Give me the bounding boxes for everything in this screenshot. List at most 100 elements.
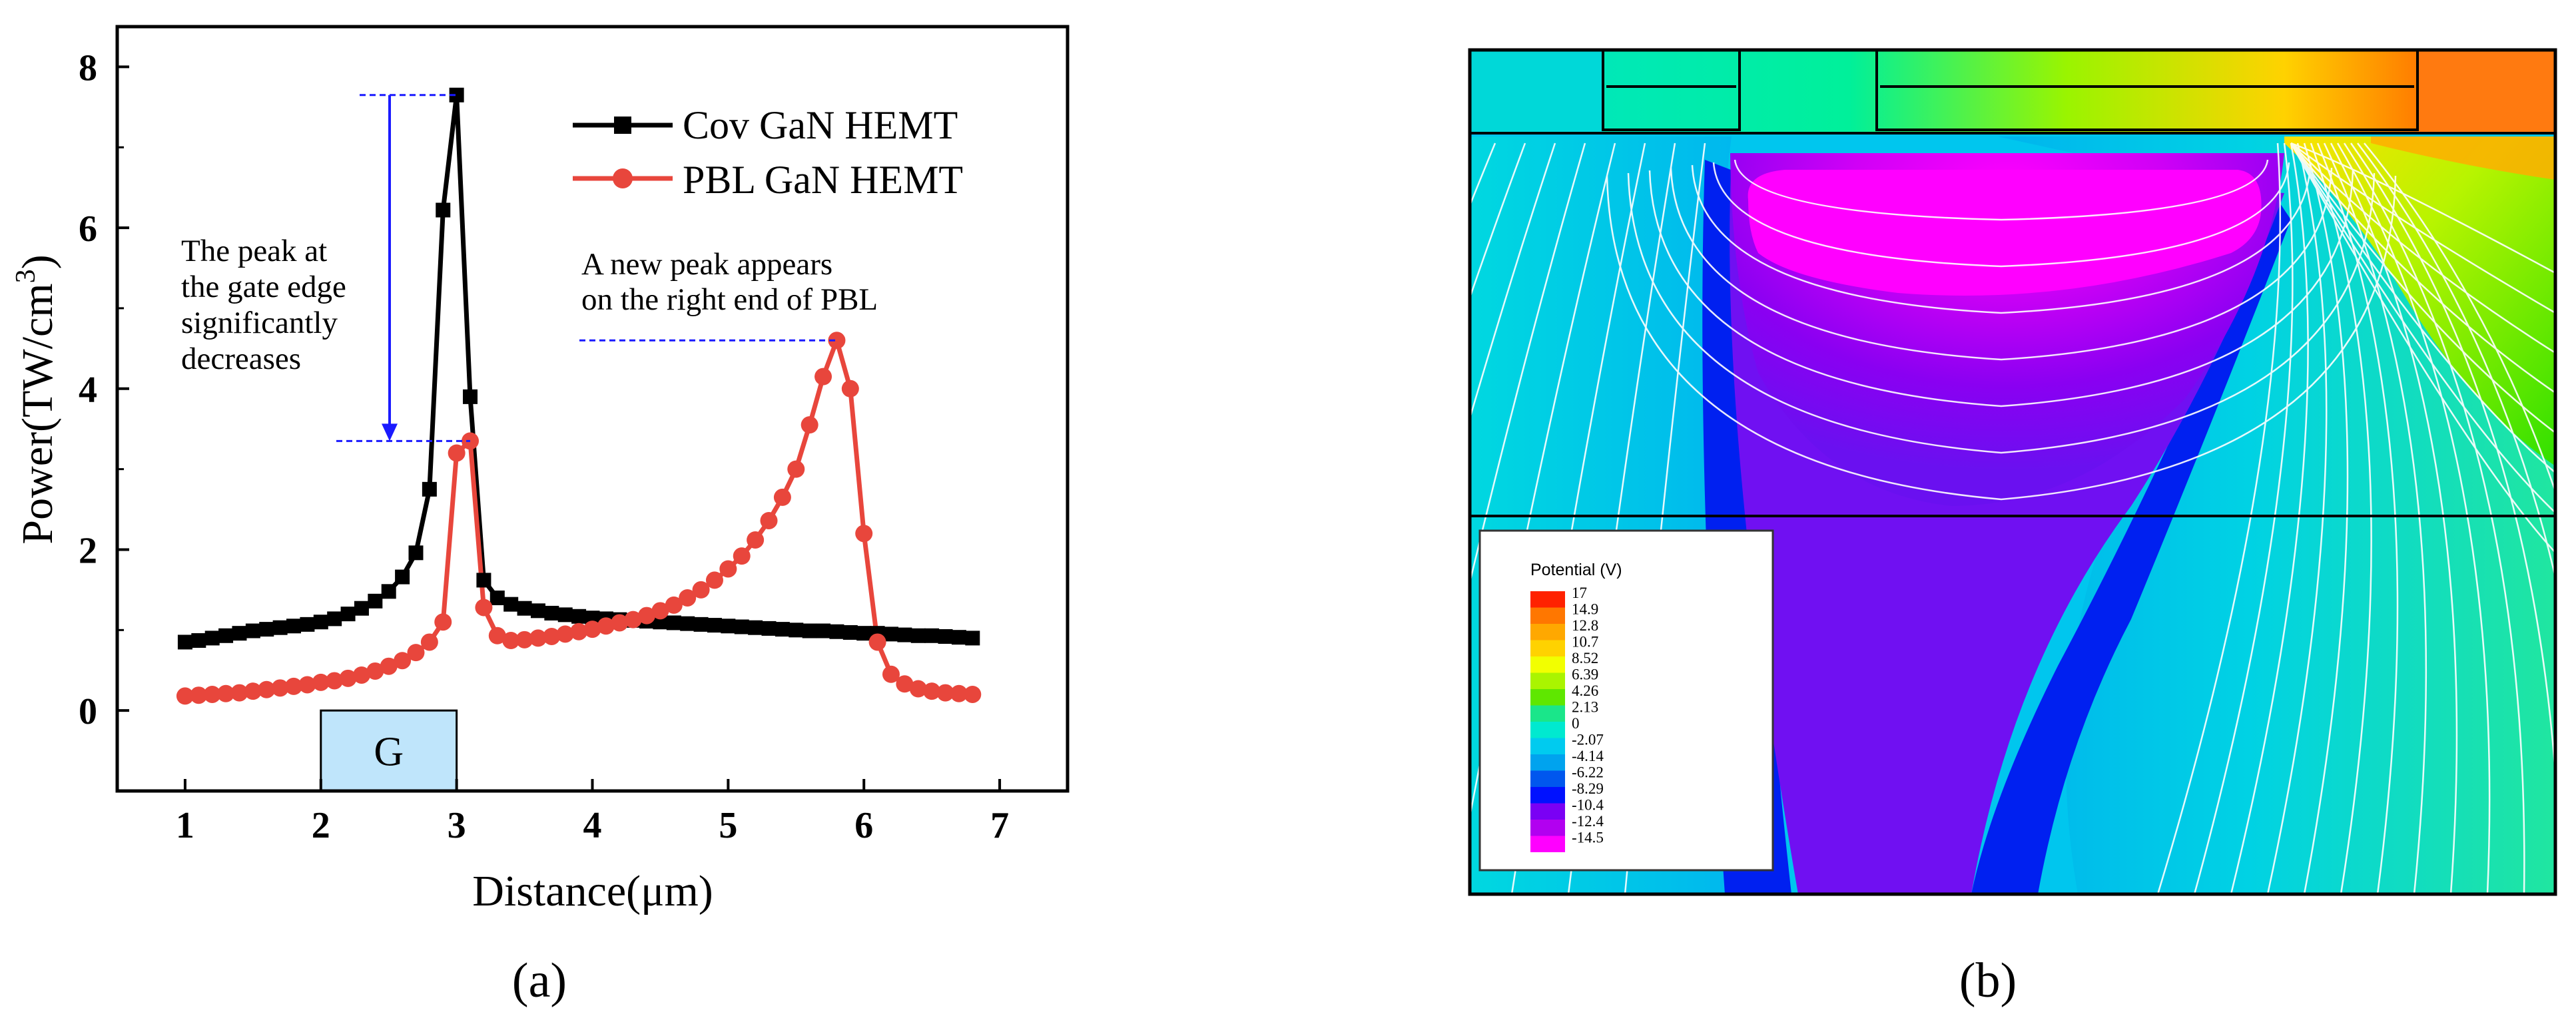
data-point: [285, 677, 303, 695]
x-tick-label: 1: [176, 805, 194, 846]
legend-marker-circle: [613, 168, 633, 188]
map-high-region: [2284, 136, 2555, 466]
data-point: [721, 619, 736, 634]
svg-text:The peak at: The peak at: [181, 234, 327, 268]
svg-text:the gate edge: the gate edge: [181, 270, 346, 304]
y-tick-label: 4: [79, 370, 97, 411]
data-point: [775, 622, 790, 637]
contour-line: [2193, 142, 2294, 895]
colorbar-segment: [1530, 656, 1565, 673]
data-point: [394, 652, 412, 670]
map-orange-band: [2371, 136, 2555, 180]
contour-line: [2290, 142, 2556, 274]
data-point: [679, 589, 697, 607]
data-point: [802, 623, 817, 638]
data-point: [191, 633, 206, 648]
colorbar-label: -4.14: [1572, 748, 1604, 764]
y-tick-label: 2: [79, 530, 97, 571]
contour-line: [1670, 167, 2333, 361]
data-point: [734, 619, 749, 635]
power-line-chart: G 1 2 3 4 5 6 7 0 2 4 6 8 Distance(μm) Power(TW/cm3…: [11, 25, 1070, 1008]
data-point: [760, 511, 778, 529]
gate-box-rect: [320, 709, 458, 792]
data-point: [434, 613, 452, 631]
contour-line: [2316, 142, 2399, 895]
colorbar-segment: [1530, 689, 1565, 706]
potential-contour-map: Potential (V) 1714.912.810.78.526.394.26…: [1227, 48, 2576, 1008]
data-point: [773, 488, 791, 506]
data-point: [910, 628, 926, 643]
contour-line: [2156, 142, 2281, 895]
panel-label-a: (a): [512, 953, 567, 1008]
contour-line: [2336, 142, 2491, 895]
data-point: [203, 685, 221, 703]
data-point: [422, 481, 437, 497]
x-tick-label: 3: [448, 805, 466, 846]
data-point: [868, 633, 886, 651]
data-point: [190, 686, 208, 704]
contour-line: [2303, 142, 2349, 895]
data-point: [814, 368, 832, 385]
data-point: [897, 627, 912, 642]
data-point: [556, 625, 574, 643]
data-point: [420, 633, 438, 651]
contour-line: [2343, 142, 2525, 895]
data-point: [719, 560, 737, 578]
data-point: [340, 607, 356, 622]
data-point: [300, 617, 315, 632]
data-point: [489, 590, 505, 605]
contour-line: [2266, 142, 2328, 895]
legend-label-pbl: PBL GaN HEMT: [683, 158, 963, 202]
data-point: [354, 601, 369, 616]
data-point: [748, 620, 763, 635]
data-point: [747, 531, 765, 549]
svg-text:A new peak appears: A new peak appears: [581, 247, 832, 282]
data-point: [395, 569, 410, 585]
data-point: [665, 596, 683, 614]
colorbar-segment: [1530, 803, 1565, 820]
axis-ticks: 1 2 3 4 5 6 7 0 2 4 6 8: [79, 47, 1009, 846]
data-point: [327, 611, 342, 627]
colorbar-label: 14.9: [1572, 601, 1598, 618]
data-point: [326, 672, 344, 690]
contour-line: [2323, 142, 2427, 895]
x-tick-label: 5: [719, 805, 737, 846]
data-point: [829, 624, 844, 639]
contour-line: [1341, 142, 1556, 895]
contour-line: [2357, 142, 2576, 687]
device-top-layer: [1470, 50, 2555, 133]
data-point: [951, 630, 966, 645]
legend: Cov GaN HEMT PBL GaN HEMT: [573, 103, 963, 202]
y-tick-label: 0: [79, 691, 97, 732]
map-frame: [1468, 48, 2557, 896]
colorbar-segment: [1530, 672, 1565, 689]
colorbar-segment: [1530, 820, 1565, 836]
contour-line: [1227, 142, 1496, 895]
x-tick-label: 4: [583, 805, 602, 846]
contour-line: [2290, 142, 2556, 513]
legend-label-cov: Cov GaN HEMT: [683, 103, 958, 147]
panel-label-b: (b): [1959, 953, 2017, 1008]
data-point: [923, 682, 941, 700]
data-point: [352, 666, 370, 684]
data-point: [244, 682, 262, 700]
data-point: [611, 614, 629, 632]
legend-title: Potential (V): [1530, 561, 1622, 579]
gate-box: G: [320, 709, 458, 792]
data-point: [298, 676, 316, 694]
data-point: [245, 623, 260, 638]
svg-text:on the right end of PBL: on the right end of PBL: [581, 282, 878, 317]
contour-line: [1606, 175, 2397, 501]
colorbar-label: 10.7: [1572, 634, 1598, 650]
data-point: [259, 622, 274, 637]
data-point: [529, 629, 547, 647]
colorbar-label: -2.07: [1572, 732, 1604, 748]
data-point: [217, 684, 235, 702]
data-point: [950, 684, 968, 702]
colorbar-label: 0: [1572, 715, 1580, 732]
data-point: [436, 202, 451, 218]
data-point: [286, 619, 302, 634]
data-point: [936, 684, 954, 702]
data-point: [666, 615, 681, 631]
data-point: [896, 675, 914, 693]
